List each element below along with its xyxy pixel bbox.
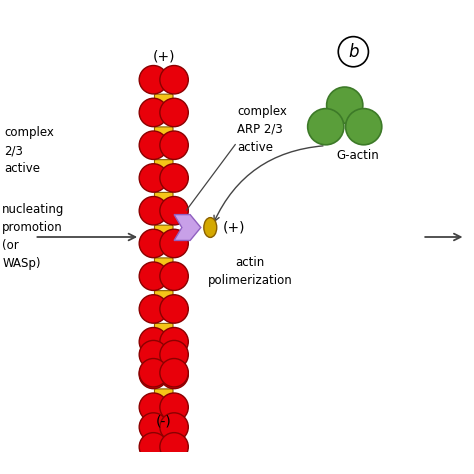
- Circle shape: [139, 65, 168, 94]
- Circle shape: [160, 358, 188, 387]
- Circle shape: [327, 87, 363, 123]
- Circle shape: [139, 393, 168, 421]
- Circle shape: [160, 328, 188, 356]
- Circle shape: [160, 295, 188, 323]
- FancyBboxPatch shape: [152, 364, 164, 382]
- Circle shape: [139, 131, 168, 159]
- Circle shape: [139, 328, 168, 356]
- Circle shape: [139, 229, 168, 258]
- FancyBboxPatch shape: [155, 127, 173, 137]
- Circle shape: [139, 262, 168, 291]
- Text: nucleating
promotion
(or
WASp): nucleating promotion (or WASp): [2, 203, 64, 271]
- Circle shape: [139, 433, 168, 461]
- Circle shape: [160, 131, 188, 159]
- Circle shape: [160, 433, 188, 461]
- Circle shape: [160, 340, 188, 369]
- Text: (+): (+): [222, 220, 245, 235]
- Circle shape: [139, 340, 168, 369]
- Circle shape: [160, 65, 188, 94]
- Circle shape: [308, 109, 344, 145]
- FancyBboxPatch shape: [155, 258, 173, 269]
- Polygon shape: [174, 215, 201, 240]
- Circle shape: [160, 164, 188, 192]
- Text: b: b: [348, 43, 359, 61]
- Circle shape: [139, 164, 168, 192]
- Text: complex
ARP 2/3
active: complex ARP 2/3 active: [237, 105, 287, 154]
- FancyBboxPatch shape: [155, 160, 173, 171]
- Text: (-): (-): [156, 414, 172, 428]
- Text: complex
2/3
active: complex 2/3 active: [4, 126, 54, 175]
- FancyBboxPatch shape: [155, 323, 173, 334]
- Circle shape: [139, 197, 168, 225]
- FancyBboxPatch shape: [155, 389, 173, 400]
- FancyBboxPatch shape: [164, 364, 176, 382]
- Circle shape: [139, 295, 168, 323]
- FancyBboxPatch shape: [155, 225, 173, 236]
- Circle shape: [160, 413, 188, 441]
- Circle shape: [160, 393, 188, 421]
- FancyBboxPatch shape: [155, 94, 173, 105]
- Text: actin
polimerization: actin polimerization: [208, 256, 292, 287]
- FancyBboxPatch shape: [155, 291, 173, 301]
- Circle shape: [160, 360, 188, 389]
- FancyBboxPatch shape: [155, 192, 173, 203]
- Text: G-actin: G-actin: [336, 149, 379, 163]
- Circle shape: [160, 197, 188, 225]
- Circle shape: [338, 36, 368, 67]
- Circle shape: [139, 98, 168, 127]
- Circle shape: [346, 109, 382, 145]
- Circle shape: [160, 262, 188, 291]
- Circle shape: [139, 413, 168, 441]
- Circle shape: [139, 358, 168, 387]
- FancyBboxPatch shape: [155, 356, 173, 367]
- Circle shape: [160, 229, 188, 258]
- Ellipse shape: [204, 218, 217, 237]
- Circle shape: [139, 360, 168, 389]
- Text: (+): (+): [153, 49, 175, 63]
- Circle shape: [160, 98, 188, 127]
